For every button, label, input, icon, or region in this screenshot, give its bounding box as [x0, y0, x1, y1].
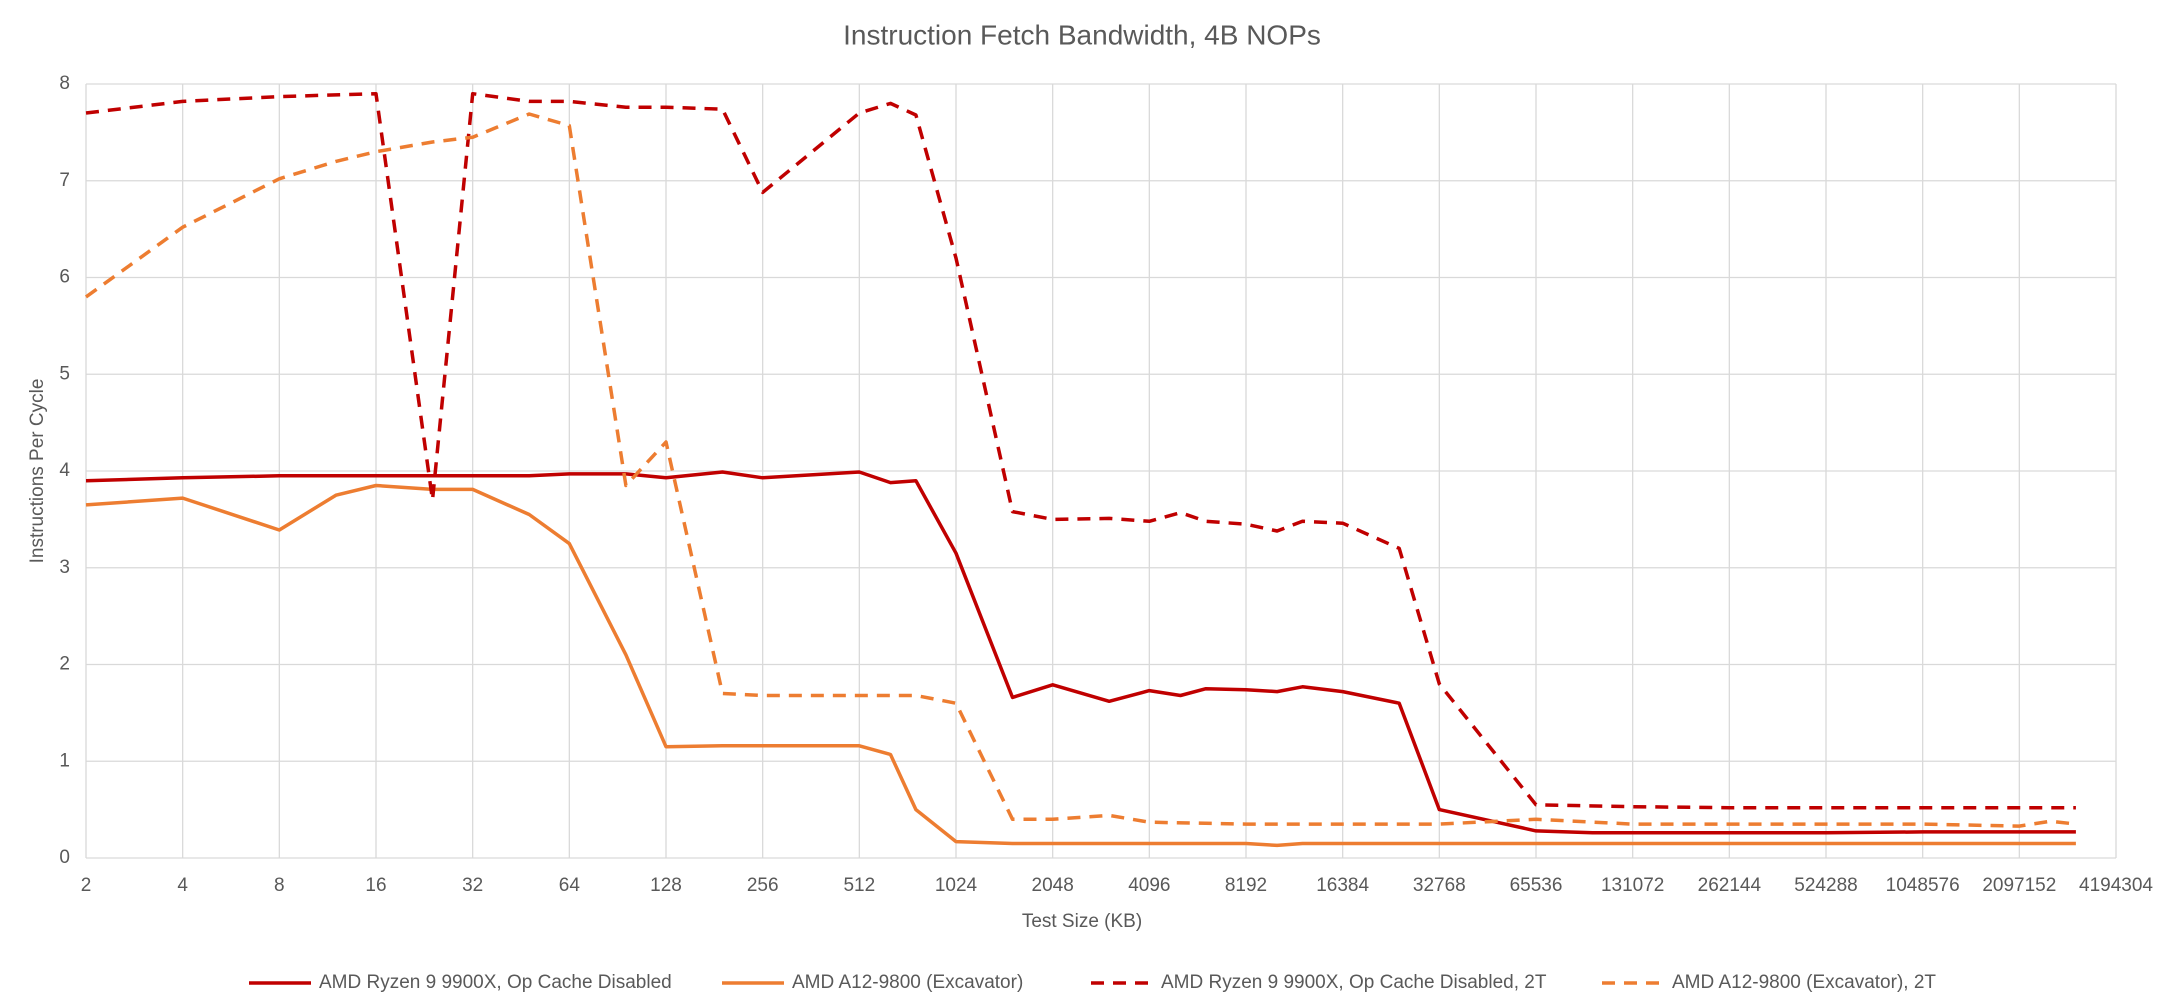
x-tick-label: 128	[650, 875, 682, 896]
legend-label: AMD Ryzen 9 9900X, Op Cache Disabled	[319, 972, 672, 993]
series-line	[85, 91, 2076, 810]
legend-label: AMD A12-9800 (Excavator), 2T	[1672, 972, 1936, 993]
y-tick-label: 6	[59, 267, 70, 288]
chart-title: Instruction Fetch Bandwidth, 4B NOPs	[843, 19, 1321, 50]
legend-label: AMD A12-9800 (Excavator)	[792, 972, 1023, 993]
x-tick-label: 16	[365, 875, 386, 896]
x-tick-label: 524288	[1794, 875, 1857, 896]
y-tick-label: 8	[59, 73, 70, 94]
y-tick-label: 2	[59, 654, 70, 675]
legend-label: AMD Ryzen 9 9900X, Op Cache Disabled, 2T	[1161, 972, 1547, 993]
x-tick-label: 1024	[935, 875, 978, 896]
x-axis-label: Test Size (KB)	[1022, 911, 1142, 932]
x-tick-label: 16384	[1316, 875, 1369, 896]
x-tick-label: 131072	[1601, 875, 1664, 896]
x-tick-label: 2	[81, 875, 92, 896]
x-tick-label: 65536	[1510, 875, 1563, 896]
y-tick-label: 1	[59, 750, 70, 771]
x-tick-label: 262144	[1698, 875, 1762, 896]
y-tick-label: 4	[59, 460, 70, 481]
x-tick-label: 8	[274, 875, 285, 896]
x-tick-label: 4096	[1128, 875, 1170, 896]
x-tick-label: 32	[462, 875, 483, 896]
series-line	[85, 470, 2076, 835]
x-tick-label: 2097152	[1982, 875, 2056, 896]
y-axis-label: Instructions Per Cycle	[27, 379, 48, 564]
x-tick-label: 1048576	[1886, 875, 1960, 896]
x-tick-label: 4194304	[2079, 875, 2153, 896]
x-tick-label: 256	[747, 875, 779, 896]
series-line	[85, 483, 2076, 848]
x-tick-label: 512	[843, 875, 875, 896]
y-tick-label: 7	[59, 170, 70, 191]
x-tick-label: 8192	[1225, 875, 1267, 896]
x-tick-label: 32768	[1413, 875, 1466, 896]
x-tick-label: 64	[559, 875, 581, 896]
x-tick-label: 2048	[1032, 875, 1074, 896]
y-tick-label: 3	[59, 557, 70, 578]
y-tick-label: 5	[59, 363, 70, 384]
series-line	[84, 112, 2077, 828]
x-tick-label: 4	[177, 875, 188, 896]
y-tick-label: 0	[59, 847, 70, 868]
